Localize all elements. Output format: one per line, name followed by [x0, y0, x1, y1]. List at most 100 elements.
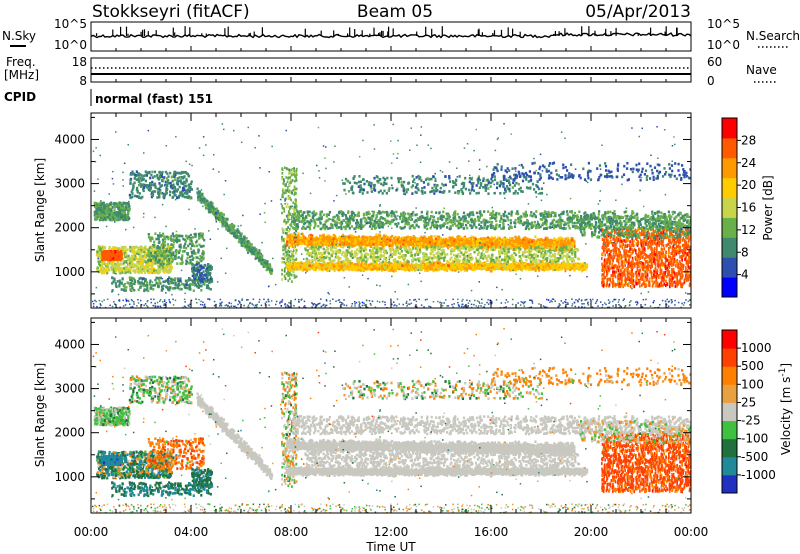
- power-cell: [166, 264, 169, 267]
- power-cell: [187, 304, 189, 307]
- power-cell: [491, 220, 494, 224]
- power-cell: [462, 226, 465, 230]
- power-cell: [291, 214, 294, 218]
- power-cell: [203, 306, 205, 308]
- power-cell: [390, 214, 393, 218]
- power-cell: [598, 210, 601, 213]
- power-cell: [353, 181, 356, 185]
- power-cell: [156, 254, 159, 257]
- power-cell: [470, 224, 473, 228]
- power-cell: [192, 249, 195, 253]
- power-cell: [124, 213, 127, 217]
- power-cell: [106, 255, 109, 259]
- power-cell: [287, 253, 290, 257]
- power-cell: [354, 303, 356, 305]
- power-cell: [447, 305, 450, 307]
- power-cell: [439, 226, 442, 230]
- power-cell: [288, 196, 291, 199]
- power-cell: [295, 199, 297, 202]
- power-cell: [110, 260, 113, 263]
- power-cell: [424, 191, 427, 194]
- power-cell: [212, 206, 215, 209]
- power-cell: [359, 221, 363, 224]
- power-cell: [131, 305, 134, 308]
- power-cell: [199, 303, 202, 306]
- power-cell: [390, 298, 392, 300]
- nave-label: Nave: [746, 63, 777, 77]
- power-cell: [153, 298, 155, 301]
- power-cell: [351, 303, 353, 305]
- power-cell: [337, 299, 340, 301]
- power-cell: [491, 301, 493, 303]
- freq-label: Freq.: [6, 55, 36, 69]
- power-cell: [100, 208, 103, 212]
- power-cell: [347, 219, 350, 222]
- power-cell: [441, 218, 444, 222]
- power-cell: [98, 299, 101, 302]
- power-cell: [488, 220, 491, 224]
- power-cell: [439, 186, 442, 190]
- power-cell: [133, 177, 136, 180]
- power-cell: [524, 227, 527, 231]
- power-cell: [175, 252, 178, 256]
- power-cell: [144, 170, 147, 173]
- power-cell: [393, 304, 395, 307]
- power-cell: [290, 181, 293, 184]
- power-cell: [563, 227, 566, 230]
- power-cell: [294, 202, 296, 206]
- power-cell: [185, 195, 188, 199]
- power-cell: [109, 202, 112, 205]
- power-cell: [479, 224, 483, 228]
- power-cell: [287, 306, 289, 308]
- power-cell: [487, 210, 490, 213]
- power-cell: [213, 304, 216, 307]
- power-cell: [99, 257, 102, 261]
- power-cell: [159, 188, 162, 192]
- power-cell: [178, 185, 181, 189]
- power-cell: [151, 250, 154, 253]
- power-cell: [271, 269, 274, 272]
- power-cell: [158, 187, 161, 191]
- power-cell: [170, 277, 173, 281]
- power-cell: [490, 177, 493, 181]
- power-cell: [154, 302, 156, 305]
- power-cell: [157, 241, 160, 245]
- power-cell: [617, 301, 620, 303]
- power-cell: [186, 236, 189, 240]
- power-cell: [188, 238, 192, 241]
- power-cell: [105, 269, 108, 273]
- power-cell: [432, 221, 435, 224]
- power-cell: [356, 225, 360, 228]
- power-cell: [157, 285, 160, 289]
- power-cell: [317, 224, 320, 228]
- power-cell: [544, 227, 547, 230]
- power-cell: [283, 275, 286, 278]
- power-cell: [144, 303, 147, 305]
- power-cell: [114, 258, 117, 262]
- power-cell: [345, 217, 348, 220]
- power-cell: [100, 203, 103, 207]
- power-cell: [298, 210, 301, 213]
- power-cell: [568, 227, 571, 230]
- power-cell: [94, 205, 97, 209]
- power-cell: [175, 171, 178, 175]
- power-cell: [96, 217, 99, 221]
- power-cell: [137, 269, 140, 272]
- power-cell: [157, 235, 160, 238]
- power-cell: [173, 191, 176, 195]
- power-cell: [605, 303, 607, 306]
- power-cell: [288, 306, 291, 308]
- power-cell: [444, 175, 447, 178]
- power-cell: [167, 237, 170, 241]
- power-cell: [102, 218, 105, 222]
- power-cell: [295, 179, 298, 182]
- power-cell: [163, 235, 166, 239]
- power-cell: [359, 306, 362, 308]
- power-cell: [109, 218, 112, 222]
- power-cell: [97, 269, 100, 273]
- power-cell: [357, 221, 360, 225]
- power-cell: [131, 260, 134, 263]
- power-cell: [344, 214, 347, 217]
- power-cell: [112, 270, 115, 274]
- power-cell: [98, 264, 101, 267]
